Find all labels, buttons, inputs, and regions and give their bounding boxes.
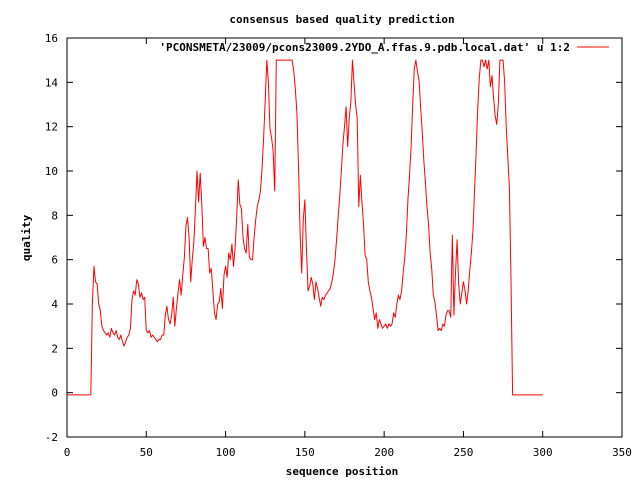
x-tick-label: 300 — [533, 446, 553, 459]
series-layer — [67, 59, 543, 396]
y-tick-label: 16 — [45, 32, 58, 45]
y-tick-label: -2 — [45, 431, 58, 444]
plot-border — [66, 37, 623, 438]
y-axis: -2 0 2 4 6 8 10 12 14 16 — [45, 32, 622, 444]
x-axis-label: sequence position — [286, 465, 399, 478]
x-axis: 0 50 100 150 200 250 300 350 — [64, 38, 632, 459]
series-line-0 — [67, 59, 543, 396]
x-tick-label: 250 — [453, 446, 473, 459]
x-tick-label: 150 — [295, 446, 315, 459]
chart-title: consensus based quality prediction — [229, 13, 454, 26]
y-tick-label: 2 — [51, 342, 58, 355]
plot-frame — [66, 37, 623, 438]
y-tick-label: 14 — [45, 76, 59, 89]
x-tick-label: 350 — [612, 446, 632, 459]
legend-label: 'PCONSMETA/23009/pcons23009.2YDO_A.ffas.… — [159, 41, 570, 54]
y-tick-label: 12 — [45, 121, 58, 134]
x-tick-label: 200 — [374, 446, 394, 459]
y-tick-label: 4 — [51, 298, 58, 311]
legend: 'PCONSMETA/23009/pcons23009.2YDO_A.ffas.… — [159, 41, 609, 54]
y-tick-label: 10 — [45, 165, 58, 178]
y-axis-label: quality — [20, 214, 33, 261]
x-tick-label: 0 — [64, 446, 71, 459]
x-tick-label: 100 — [216, 446, 236, 459]
x-tick-label: 50 — [140, 446, 153, 459]
y-tick-label: 0 — [51, 387, 58, 400]
y-tick-label: 6 — [51, 254, 58, 267]
y-tick-label: 8 — [51, 209, 58, 222]
